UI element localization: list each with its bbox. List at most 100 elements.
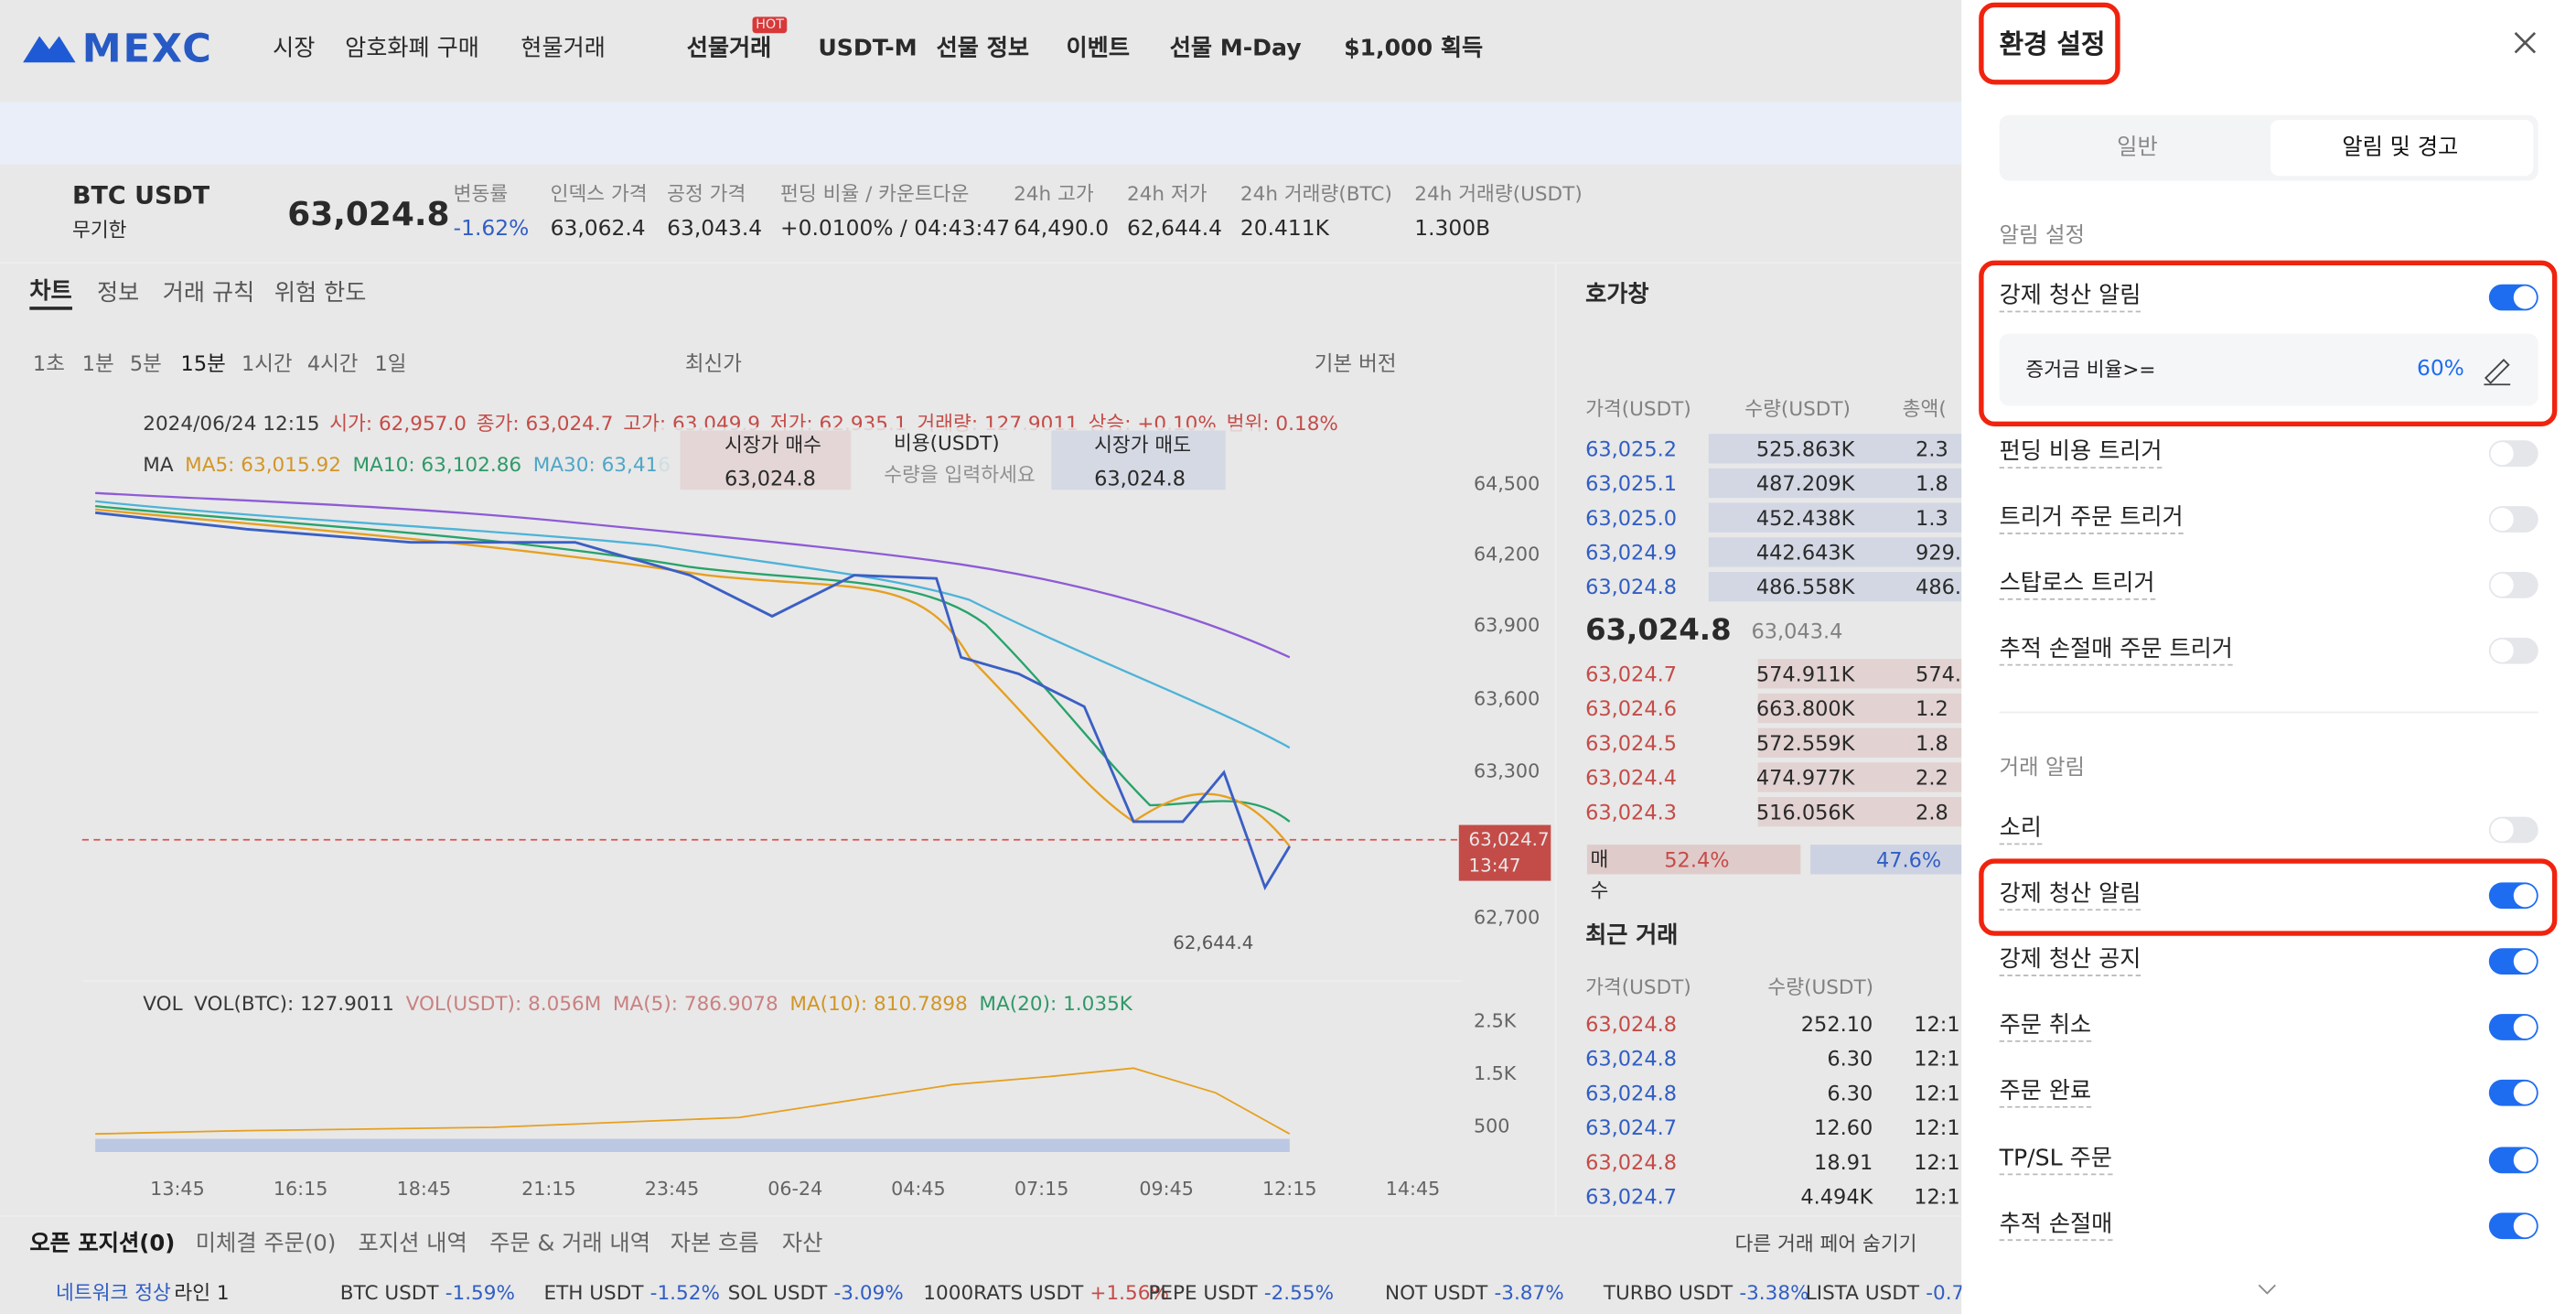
y-tick-label: 63,300 [1473, 759, 1540, 783]
logo-icon [23, 36, 76, 63]
ticker-name: ETH USDT [543, 1281, 644, 1305]
nav-item[interactable]: 이벤트 [1066, 35, 1130, 62]
x-tick-label: 12:15 [1262, 1177, 1317, 1201]
ticker-name: SOL USDT [727, 1281, 828, 1305]
ticker-name: 1000RATS USDT [923, 1281, 1084, 1305]
nav-item[interactable]: 선물거래 [686, 35, 772, 62]
tab[interactable]: 포지션 내역 [358, 1230, 467, 1257]
x-tick-label: 13:45 [150, 1177, 205, 1201]
qty: 252.10 [1800, 1011, 1873, 1037]
toggle[interactable] [2488, 571, 2538, 598]
nav-item[interactable]: 선물 정보 [936, 35, 1029, 62]
close-icon[interactable] [2514, 31, 2537, 54]
total: 2.8 [1916, 799, 1948, 824]
toggle[interactable] [2488, 1014, 2538, 1040]
nav-item[interactable]: 선물 M-Day [1169, 35, 1302, 62]
vol-label: MA(5): 786.9078 [612, 992, 778, 1016]
toggle-knob [2513, 950, 2537, 974]
stat-label: 변동률 [453, 181, 509, 206]
setting-label: 강제 청산 알림 [1999, 283, 2141, 313]
qty: 487.209K [1755, 470, 1855, 496]
interval: 15분 [180, 350, 226, 376]
highlight [1979, 2, 2120, 85]
qty: 6.30 [1827, 1080, 1873, 1105]
time: 12:1 [1914, 1046, 1960, 1072]
ratio: 47.6% [1875, 846, 1942, 872]
ticker-change: -1.52% [649, 1281, 720, 1305]
nav-item[interactable]: 시장 [273, 35, 316, 62]
symbol: BTC USDT [72, 180, 210, 210]
tab[interactable]: 미체결 주문(0) [195, 1230, 337, 1257]
vol-label: VOL(BTC): 127.9011 [194, 992, 395, 1016]
ticker-change: -3.38% [1739, 1281, 1809, 1305]
vol-label: MA(20): 1.035K [979, 992, 1132, 1016]
toggle[interactable] [2488, 284, 2538, 311]
nav-item[interactable]: 암호화폐 구매 [345, 35, 479, 62]
toggle[interactable] [2488, 637, 2538, 664]
nav-item[interactable]: 현물거래 [521, 35, 606, 62]
stat-value: 63,043.4 [667, 217, 763, 242]
dropdown: 최신가 [684, 350, 742, 376]
interval: 5분 [129, 350, 162, 376]
ohlc: 종가: 63,024.7 [476, 412, 614, 436]
qty: 12.60 [1814, 1115, 1873, 1140]
stat-value: 63,062.4 [550, 217, 646, 242]
sell-btn[interactable] [1051, 430, 1226, 490]
toggle[interactable] [2488, 1212, 2538, 1240]
tab[interactable]: 일반 [2117, 135, 2158, 161]
vol-label: VOL(USDT): 8.056M [405, 992, 602, 1016]
tab[interactable]: 오픈 포지션(0) [29, 1230, 176, 1257]
edit-icon[interactable] [2484, 359, 2511, 386]
price-path [95, 511, 1292, 891]
price-tag-text: 63,024.7 [1468, 828, 1550, 851]
time: 12:1 [1914, 1115, 1960, 1140]
time: 12:1 [1914, 1080, 1960, 1105]
toggle[interactable] [2488, 816, 2538, 844]
buy-btn[interactable] [680, 430, 852, 490]
ticker-change: -0.7 [1926, 1281, 1965, 1305]
ohlc: 시가: 62,957.0 [329, 412, 467, 436]
price: 63,024.4 [1585, 765, 1678, 790]
tab[interactable]: 자본 흐름 [670, 1230, 759, 1257]
label: 비용(USDT) [893, 431, 1000, 456]
tab[interactable]: 주문 & 거래 내역 [489, 1230, 651, 1257]
toggle[interactable] [2488, 882, 2538, 910]
stat-label: 펀딩 비율 / 카운트다운 [780, 181, 970, 206]
y-tick-label: 500 [1473, 1114, 1510, 1137]
setting-label: 강제 청산 공지 [1999, 947, 2141, 976]
toggle[interactable] [2488, 1147, 2538, 1174]
highlight [1979, 858, 2558, 936]
y-tick-label: 63,900 [1473, 613, 1540, 637]
stat-label: 공정 가격 [667, 181, 746, 206]
toggle-knob [2490, 442, 2514, 466]
y-tick-label: 64,200 [1473, 542, 1540, 565]
setting-label: 소리 [1999, 815, 2042, 845]
setting-label: 스탑로스 트리거 [1999, 570, 2155, 600]
vol-label: MA(10): 810.7898 [789, 992, 968, 1016]
setting-label: 주문 취소 [1999, 1012, 2092, 1042]
nav-item[interactable]: USDT-M [818, 35, 918, 62]
nav-item[interactable]: $1,000 획득 [1344, 35, 1484, 62]
setting-value: 60% [2416, 357, 2464, 382]
ma20 [95, 500, 1291, 749]
toggle[interactable] [2488, 506, 2538, 533]
toggle[interactable] [2488, 440, 2538, 468]
total: 2.3 [1916, 436, 1948, 461]
toggle-knob [2490, 507, 2514, 532]
tab[interactable]: 자산 [781, 1230, 823, 1257]
toggle[interactable] [2488, 948, 2538, 975]
ticker-change: -2.55% [1263, 1281, 1335, 1305]
ma-label: MA30: 63,416 [532, 453, 671, 477]
toggle[interactable] [2488, 1079, 2538, 1106]
badge: HOT [752, 16, 788, 33]
setting-label: 강제 청산 알림 [1999, 881, 2141, 910]
chevron[interactable] [2258, 1284, 2276, 1295]
depth-bar [1708, 434, 1962, 464]
ma-label: MA [143, 453, 174, 477]
price: 63,024.8 [1585, 1046, 1678, 1072]
qty: 663.800K [1755, 695, 1855, 721]
tab[interactable]: 알림 및 경고 [2342, 135, 2459, 161]
qty: 525.863K [1755, 436, 1855, 461]
total: 1.2 [1916, 695, 1948, 721]
setting-label: 추적 손절매 [1999, 1212, 2113, 1241]
